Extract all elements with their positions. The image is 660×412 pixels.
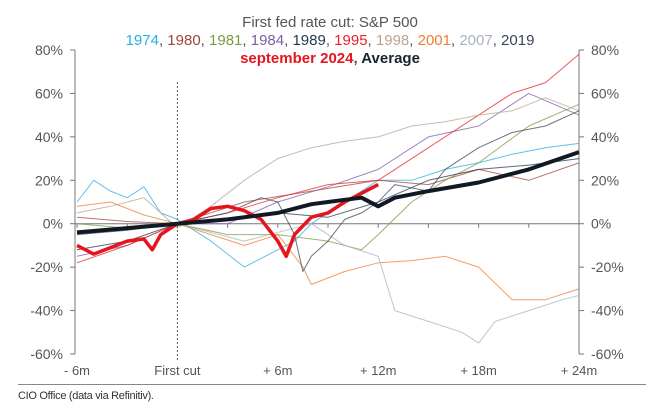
- y-tick-label-right: -20%: [591, 259, 624, 275]
- y-tick-label-left: -20%: [30, 259, 63, 275]
- x-tick-label: + 12m: [360, 363, 397, 378]
- legend-entry: 1984: [250, 32, 285, 49]
- legend-separator: ,: [367, 32, 376, 49]
- source-note: CIO Office (data via Refinitiv).: [18, 390, 154, 402]
- legend-entry: Average: [361, 50, 420, 67]
- series-line-1989: [76, 158, 580, 251]
- legend-highlight: september 2024, Average: [0, 50, 660, 67]
- legend-entry: 1974: [125, 32, 159, 49]
- y-tick-label-left: 40%: [35, 129, 63, 145]
- footer-divider: [18, 384, 646, 385]
- legend-separator: ,: [353, 50, 362, 67]
- x-tick-label: First cut: [154, 363, 201, 378]
- y-tick-label-right: 80%: [591, 42, 619, 58]
- y-tick-label-left: -60%: [30, 346, 63, 362]
- legend-entry: 2019: [501, 32, 535, 49]
- series-line-1998: [76, 97, 580, 229]
- series-line-september-2024: [76, 183, 380, 259]
- x-tick-label: + 24m: [561, 363, 598, 378]
- y-tick-label-left: 80%: [35, 42, 63, 58]
- y-tick-label-left: 20%: [35, 172, 63, 188]
- series-line-2019: [76, 110, 580, 272]
- legend-entry: 2007: [459, 32, 493, 49]
- y-tick-label-right: 20%: [591, 172, 619, 188]
- legend-separator: ,: [284, 32, 293, 49]
- y-tick-label-left: -40%: [30, 303, 63, 319]
- series-line-Average: [76, 150, 580, 235]
- x-tick-label: + 18m: [460, 363, 497, 378]
- legend-separator: ,: [450, 32, 460, 49]
- legend-entry: 1989: [292, 32, 326, 49]
- legend-entry: 1998: [375, 32, 410, 49]
- series-line-2007: [76, 223, 580, 344]
- series-line-1995: [76, 53, 580, 264]
- legend-years: 1974, 1980, 1981, 1984, 1989, 1995, 1998…: [0, 32, 660, 49]
- legend-separator: ,: [325, 32, 335, 49]
- legend-separator: ,: [492, 32, 502, 49]
- chart-title: First fed rate cut: S&P 500: [242, 14, 418, 31]
- y-tick-label-left: 0%: [43, 216, 63, 232]
- y-tick-label-right: 40%: [591, 129, 619, 145]
- legend-entry: 1980: [167, 32, 201, 49]
- legend-separator: ,: [242, 32, 251, 49]
- x-tick-label: - 6m: [64, 363, 90, 378]
- y-tick-label-right: -60%: [591, 346, 624, 362]
- y-tick-label-left: 60%: [35, 85, 63, 101]
- y-tick-label-right: 60%: [591, 85, 619, 101]
- legend-entry: 1981: [209, 32, 243, 49]
- legend-separator: ,: [409, 32, 418, 49]
- y-tick-label-right: 0%: [591, 216, 611, 232]
- x-tick-label: + 6m: [263, 363, 292, 378]
- legend-separator: ,: [200, 32, 210, 49]
- series-line-2001: [76, 201, 580, 301]
- y-tick-label-right: -40%: [591, 303, 624, 319]
- legend-entry: september 2024: [240, 50, 354, 67]
- legend-separator: ,: [158, 32, 168, 49]
- legend-entry: 1995: [334, 32, 368, 49]
- legend-entry: 2001: [417, 32, 451, 49]
